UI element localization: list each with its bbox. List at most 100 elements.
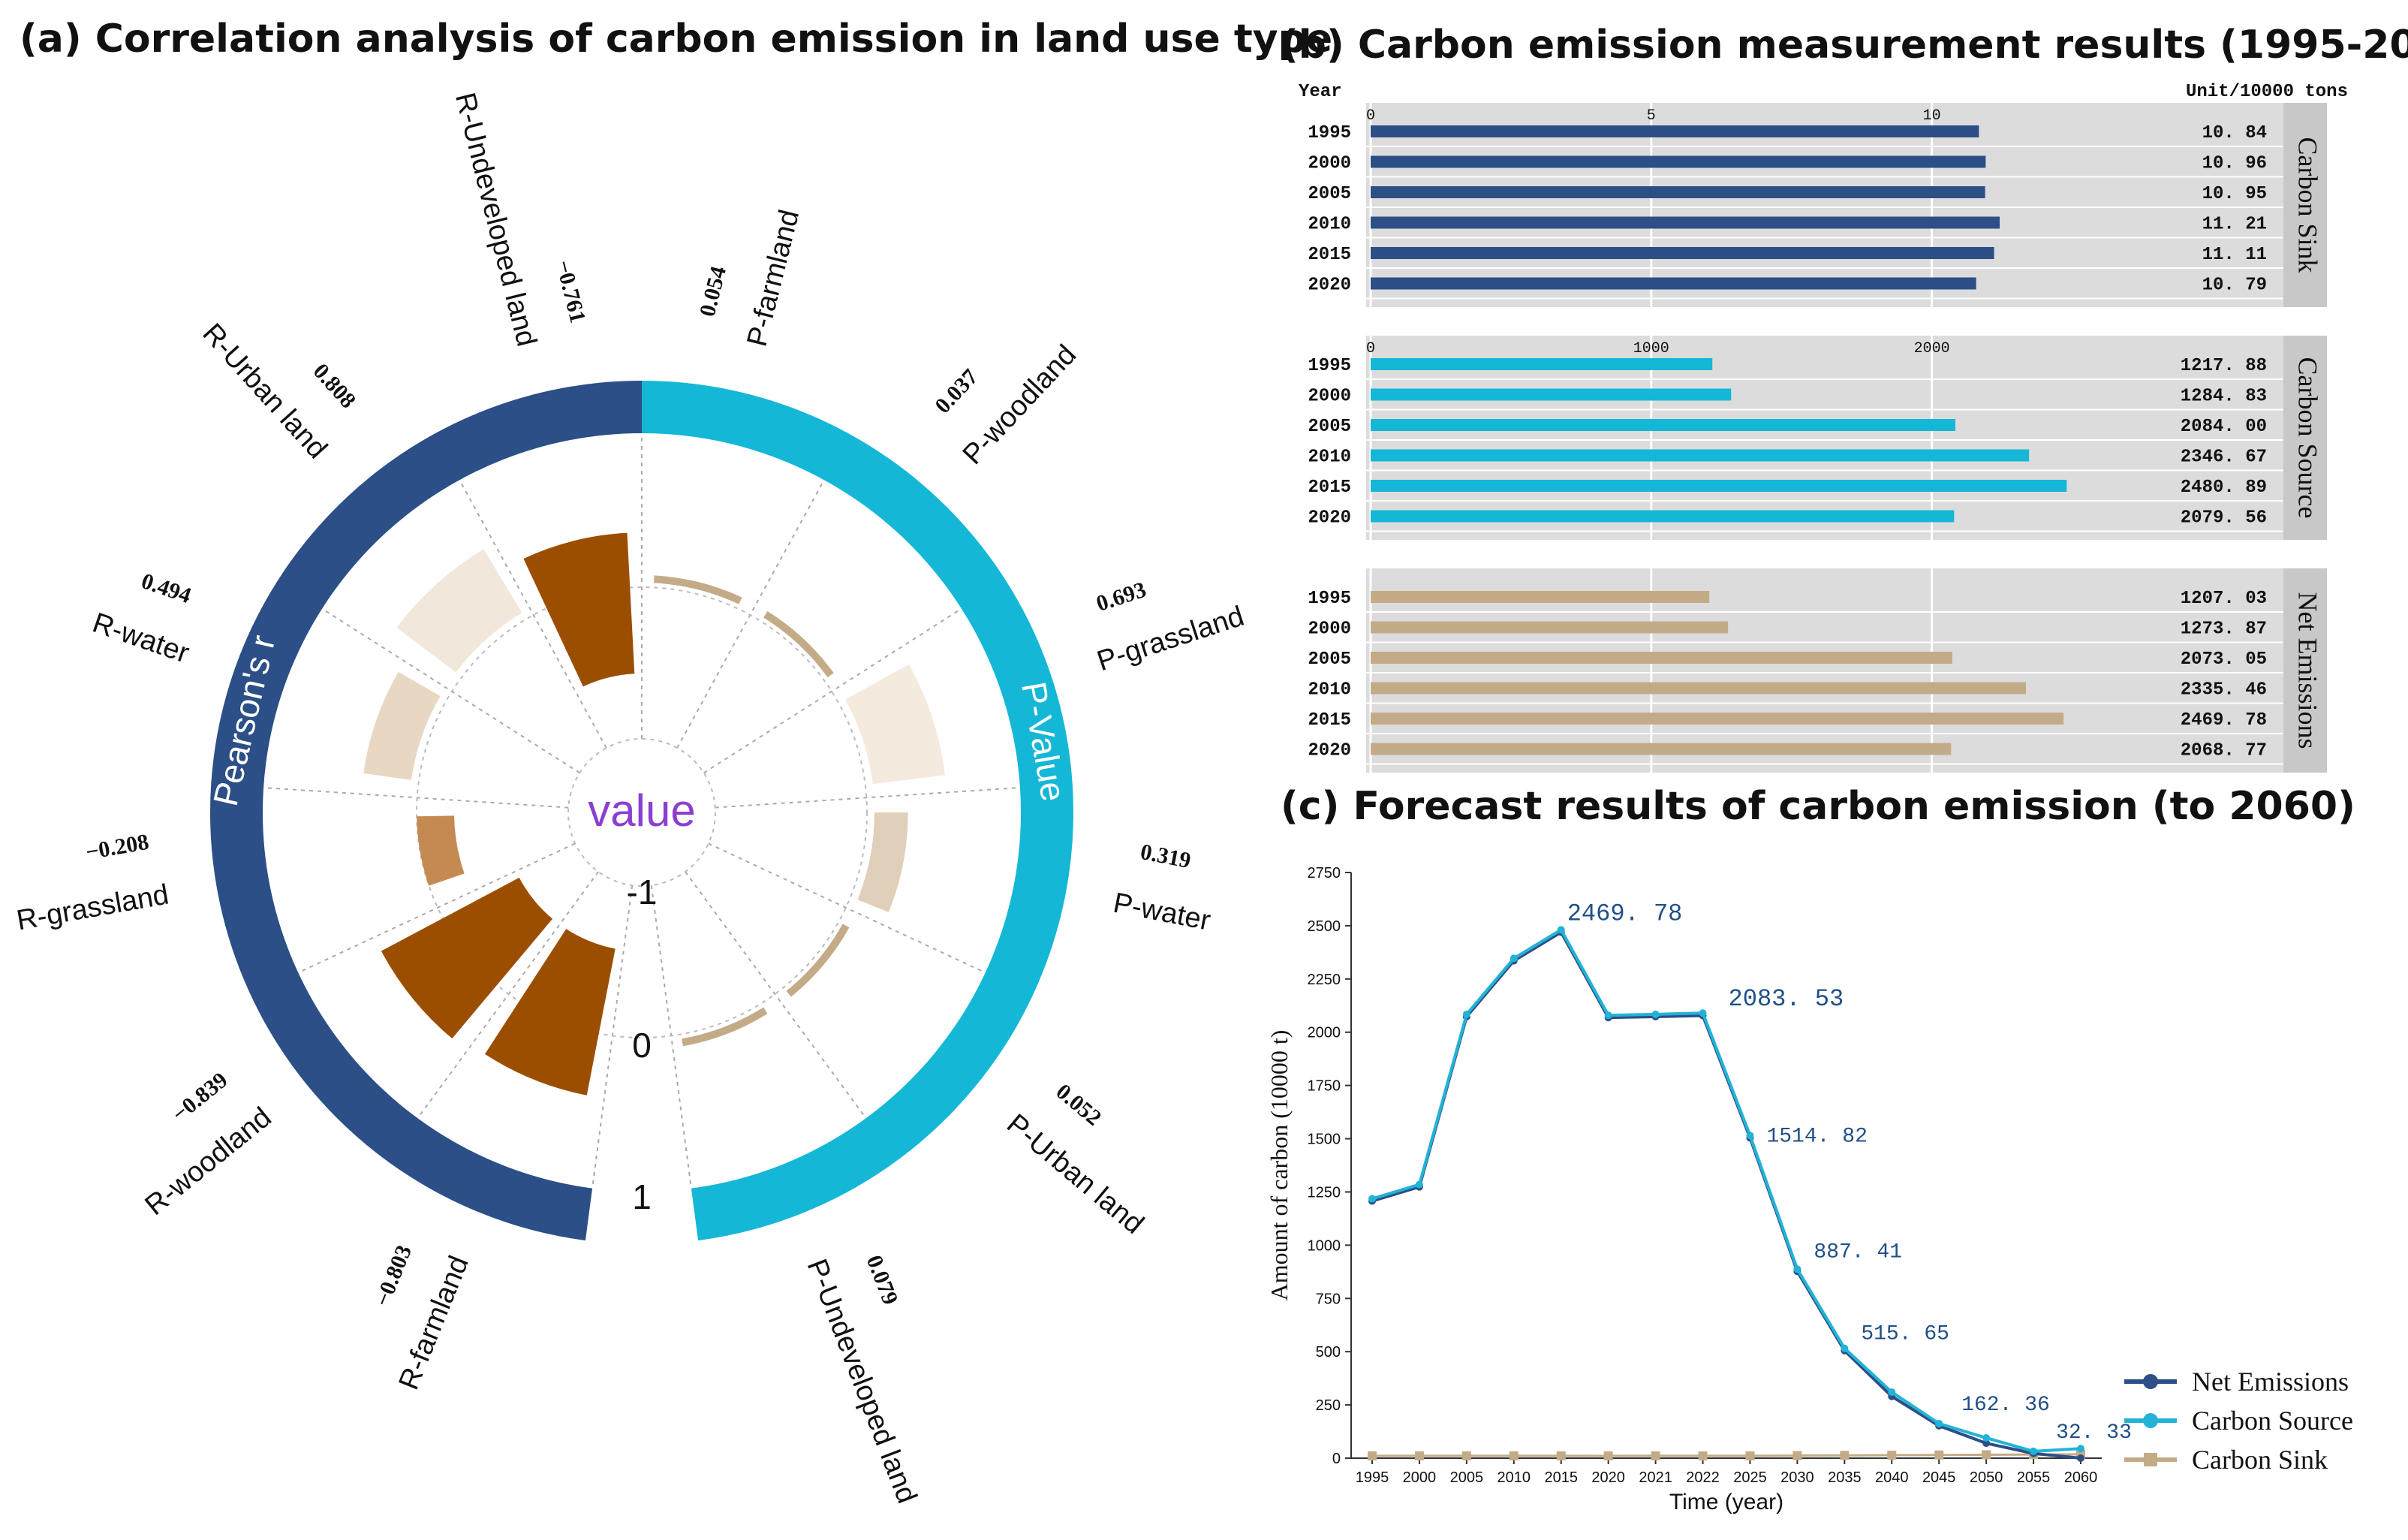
ring-p-value bbox=[642, 381, 1074, 1241]
panel-carbon-sink: 0 5 10 1995 10. 84 2000 10. 96 2005 10. 95 2010 11… bbox=[1308, 103, 2327, 307]
radial-spoke bbox=[297, 842, 576, 974]
point-carbon-source bbox=[1746, 1132, 1754, 1140]
chart-b-bars: Year Unit/10000 tons 0 5 10 1995 10. 84 2000 10.… bbox=[1299, 82, 2348, 773]
value-label: 10. 79 bbox=[2202, 276, 2267, 296]
point-carbon-source bbox=[1699, 1009, 1707, 1017]
point-carbon-sink bbox=[1414, 1451, 1424, 1460]
year-label: 2010 bbox=[1308, 215, 1351, 235]
radial-spoke bbox=[703, 607, 962, 774]
bar bbox=[1371, 388, 1732, 401]
bar bbox=[1371, 743, 1952, 755]
legend-marker bbox=[2143, 1413, 2158, 1428]
bar-r-grassland bbox=[417, 815, 465, 886]
value-label: 10. 95 bbox=[2202, 184, 2267, 204]
point-carbon-sink bbox=[1745, 1451, 1755, 1460]
legend-label: Net Emissions bbox=[2192, 1367, 2349, 1397]
bar-p-water bbox=[857, 812, 908, 912]
year-label: 2015 bbox=[1308, 245, 1351, 265]
title-panel-a: (a) Correlation analysis of carbon emiss… bbox=[20, 17, 1333, 62]
point-carbon-sink bbox=[1556, 1451, 1566, 1460]
point-carbon-source bbox=[1935, 1419, 1943, 1427]
panel-name: Carbon Source bbox=[2293, 357, 2323, 519]
y-tick-label: 2500 bbox=[1308, 918, 1341, 935]
year-label: 2000 bbox=[1308, 619, 1351, 640]
bar bbox=[1371, 713, 2064, 725]
panel-side-tab bbox=[2283, 103, 2327, 307]
title-panel-c: (c) Forecast results of carbon emission … bbox=[1281, 784, 2355, 829]
value-label: 1284. 83 bbox=[2181, 387, 2267, 407]
y-tick-label: 1500 bbox=[1308, 1132, 1341, 1148]
point-carbon-sink bbox=[1461, 1451, 1471, 1460]
point-carbon-source bbox=[1651, 1010, 1660, 1018]
bar bbox=[1371, 125, 1979, 137]
x-tick-label: 2025 bbox=[1733, 1469, 1767, 1486]
radial-spoke bbox=[459, 479, 607, 749]
value-label: 2084. 00 bbox=[2181, 417, 2267, 437]
radial-spoke bbox=[708, 842, 986, 974]
y-tick-label: 750 bbox=[1316, 1291, 1341, 1307]
year-label: 2005 bbox=[1308, 417, 1351, 437]
radial-spoke bbox=[715, 786, 1020, 809]
y-tick-label: 0 bbox=[1332, 1451, 1341, 1467]
legend-marker bbox=[2143, 1374, 2158, 1389]
grid-circle-outer bbox=[416, 586, 868, 1038]
panel-net-emissions: 1995 1207. 03 2000 1273. 87 2005 2073. 05 2010… bbox=[1308, 568, 2327, 773]
legend-label: Carbon Source bbox=[2192, 1406, 2353, 1436]
bar-p-urban-land bbox=[786, 924, 850, 997]
bar-p-undeveloped-land bbox=[682, 1007, 768, 1047]
point-carbon-source bbox=[1510, 954, 1518, 963]
data-label: 162. 36 bbox=[1961, 1394, 2050, 1417]
year-label: 2015 bbox=[1308, 478, 1351, 498]
bar bbox=[1371, 277, 1976, 290]
data-label: 2469. 78 bbox=[1567, 900, 1683, 927]
bar-p-farmland bbox=[654, 575, 742, 604]
data-label: 887. 41 bbox=[1814, 1240, 1902, 1264]
x-axis-label: Time (year) bbox=[1669, 1490, 1783, 1514]
point-carbon-source bbox=[1793, 1265, 1801, 1273]
value-label: 2469. 78 bbox=[2181, 710, 2267, 731]
radial-spoke bbox=[676, 479, 825, 749]
point-carbon-source bbox=[1415, 1180, 1423, 1189]
bar bbox=[1371, 155, 1986, 168]
point-carbon-source bbox=[1462, 1010, 1470, 1018]
x-tick-label: 2050 bbox=[1970, 1469, 2003, 1486]
y-tick-label: 1750 bbox=[1308, 1078, 1341, 1095]
year-label: 2015 bbox=[1308, 710, 1351, 731]
point-carbon-sink bbox=[1368, 1451, 1377, 1460]
data-label: 1514. 82 bbox=[1766, 1125, 1867, 1148]
point-carbon-source bbox=[2077, 1445, 2084, 1453]
x-tick-label: 2015 bbox=[1544, 1469, 1578, 1486]
y-tick-label: 2250 bbox=[1308, 972, 1341, 988]
year-label: 1995 bbox=[1308, 589, 1351, 609]
tick-label: 0 bbox=[1366, 107, 1375, 125]
x-tick-label: 2020 bbox=[1591, 1469, 1625, 1486]
value-label: 10. 96 bbox=[2202, 154, 2267, 174]
year-label: 2000 bbox=[1308, 387, 1351, 407]
panel-carbon-source: 0 1000 2000 1995 1217. 88 2000 1284. 83 2005 208… bbox=[1308, 336, 2327, 540]
bar bbox=[1371, 591, 1710, 603]
radial-spoke bbox=[685, 871, 867, 1119]
year-label: 2005 bbox=[1308, 649, 1351, 670]
tick-label: 5 bbox=[1647, 107, 1656, 125]
series-line-net-emissions bbox=[1371, 930, 2081, 1460]
x-tick-label: 1995 bbox=[1356, 1469, 1389, 1486]
tick-label: 10 bbox=[1923, 107, 1941, 125]
point-carbon-source bbox=[1888, 1388, 1896, 1397]
point-carbon-source bbox=[1841, 1344, 1849, 1352]
value-label: 2068. 77 bbox=[2181, 741, 2267, 761]
value-label: 2480. 89 bbox=[2181, 478, 2267, 498]
ring-pearson bbox=[210, 381, 642, 1241]
point-carbon-sink bbox=[1982, 1450, 1991, 1460]
bar bbox=[1371, 682, 2026, 695]
y-tick-label: 250 bbox=[1316, 1397, 1341, 1414]
year-label: 2020 bbox=[1308, 276, 1351, 296]
point-net-emissions bbox=[1982, 1439, 1991, 1448]
year-label: 2020 bbox=[1308, 508, 1351, 529]
bar bbox=[1371, 186, 1985, 198]
bar-p-woodland bbox=[763, 611, 834, 678]
point-carbon-source bbox=[1604, 1011, 1612, 1020]
series-line-carbon-source bbox=[1371, 927, 2081, 1453]
center-label: value bbox=[588, 785, 695, 836]
point-carbon-source bbox=[1982, 1434, 1991, 1442]
